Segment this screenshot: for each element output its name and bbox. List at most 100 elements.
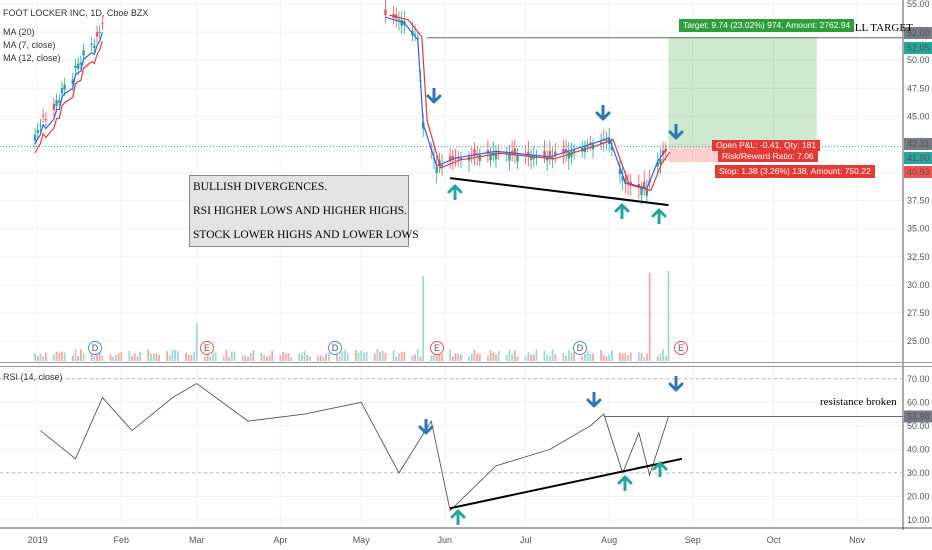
price-tick-label: 27.50	[907, 308, 930, 318]
volume-bar	[621, 353, 624, 361]
candle-body	[82, 50, 85, 56]
volume-bar	[203, 356, 206, 361]
volume-bar	[495, 354, 497, 361]
volume-bar	[290, 356, 293, 361]
volume-bar	[573, 352, 576, 361]
volume-bar	[460, 354, 462, 361]
volume-bar	[284, 353, 287, 361]
volume-bar	[497, 351, 500, 361]
rsi-title: RSI (14, close)	[3, 372, 63, 382]
candle-body	[643, 181, 646, 189]
volume-bar	[562, 352, 565, 361]
volume-bar	[225, 349, 228, 361]
volume-bar	[133, 353, 136, 361]
volume-bar	[373, 353, 376, 361]
volume-bar	[565, 356, 567, 361]
volume-bar	[513, 350, 516, 361]
price-tag-text: 41.90	[907, 153, 930, 163]
x-tick-label: Oct	[767, 535, 782, 545]
volume-bar	[317, 356, 319, 361]
volume-bar	[511, 353, 514, 361]
x-tick-label: Mar	[189, 535, 205, 545]
price-tag	[904, 152, 932, 164]
volume-bar	[505, 355, 508, 361]
volume-bar	[298, 353, 301, 361]
volume-bar	[55, 351, 58, 361]
volume-bar	[79, 349, 82, 361]
volume-bar	[306, 354, 309, 361]
volume-bar	[449, 349, 452, 361]
volume-bar	[400, 351, 403, 361]
candle-body	[532, 156, 535, 160]
divergence-note: BULLISH DIVERGENCES. RSI HIGHER LOWS AND…	[189, 175, 419, 247]
candle-body	[451, 155, 455, 161]
price-tag	[904, 166, 932, 178]
candle-body	[397, 19, 401, 21]
volume-bar	[662, 349, 664, 361]
volume-bar	[492, 352, 495, 361]
volume-bar	[249, 352, 252, 361]
ma-legend-1: MA (20)	[3, 27, 35, 37]
candle-body	[400, 20, 403, 26]
event-marker	[573, 341, 587, 355]
volume-bar	[486, 355, 489, 361]
sell-target-label: ELL TARGET	[848, 22, 913, 34]
volume-bar	[260, 353, 263, 361]
event-marker	[200, 341, 214, 355]
down-arrow	[668, 382, 684, 392]
target-zone	[668, 37, 817, 147]
candle-body	[435, 166, 438, 173]
target-tag: Target: 9.74 (23.02%) 974, Amount: 2762.…	[679, 19, 855, 32]
volume-bar	[136, 356, 139, 361]
volume-bar	[414, 354, 417, 361]
candle-body	[637, 183, 641, 188]
volume-bar	[268, 355, 271, 361]
volume-bar	[581, 356, 584, 361]
rsi-trendline	[449, 457, 683, 510]
volume-bar	[605, 356, 608, 361]
volume-bar	[624, 353, 627, 361]
candle-body	[39, 125, 42, 127]
event-label: E	[678, 343, 684, 353]
volume-bar	[195, 323, 198, 361]
volume-bar	[648, 273, 651, 361]
note-line-3: STOCK LOWER HIGHS AND LOWER LOWS	[193, 229, 419, 241]
resistance-label: resistance broken	[820, 396, 897, 408]
candle-body	[58, 100, 61, 103]
volume-bar	[53, 354, 55, 361]
volume-bar	[74, 349, 77, 361]
volume-bar	[58, 353, 61, 361]
volume-bar	[403, 351, 406, 361]
volume-bar	[527, 352, 530, 361]
candle-body	[52, 104, 56, 111]
volume-bar	[230, 351, 233, 361]
x-tick-label: Jun	[438, 535, 453, 545]
volume-bar	[212, 353, 214, 361]
volume-bar	[551, 349, 554, 361]
symbol-title: FOOT LOCKER INC, 1D, Cboe BZX	[3, 8, 149, 18]
volume-bar	[252, 350, 255, 361]
candle-body	[640, 187, 643, 196]
x-tick-label: Jul	[520, 535, 532, 545]
rsi-tag-text: 53.98	[907, 411, 930, 421]
rsi-tick-label: 30.00	[907, 468, 930, 478]
candle-body	[33, 134, 37, 141]
volume-bar	[338, 356, 341, 361]
volume-bar	[222, 355, 225, 361]
volume-bar	[586, 350, 589, 361]
volume-bar	[158, 354, 160, 361]
volume-bar	[600, 349, 603, 361]
volume-bar	[193, 351, 195, 361]
volume-bar	[419, 356, 422, 361]
volume-bar	[263, 354, 266, 361]
rsi-tick-label: 10.00	[907, 515, 930, 525]
volume-bar	[39, 353, 42, 361]
volume-bar	[381, 350, 384, 361]
volume-bar	[584, 353, 586, 361]
volume-bar	[592, 353, 594, 361]
volume-bar	[570, 352, 573, 361]
x-tick-label: Apr	[273, 535, 287, 545]
rsi-line	[40, 382, 669, 512]
volume-bar	[451, 356, 454, 361]
volume-bar	[457, 353, 460, 361]
